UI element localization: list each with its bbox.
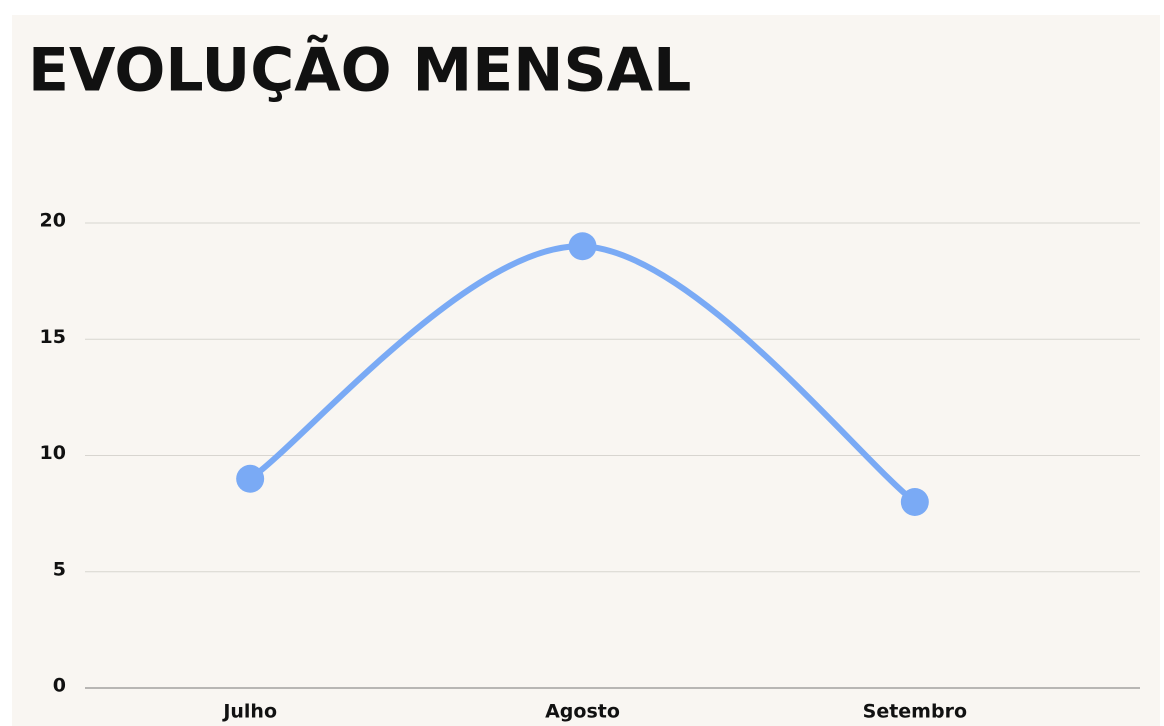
x-tick-label: Setembro [863,701,967,723]
y-tick-label: 10 [40,442,66,464]
chart-title: EVOLUÇÃO MENSAL [28,34,691,106]
point [568,232,597,261]
x-tick-label: Julho [221,701,277,723]
point [900,488,929,516]
y-tick-label: 20 [40,210,66,232]
panel [12,15,1160,726]
y-tick-label: 15 [40,326,66,348]
point [236,464,265,493]
x-tick-label: Agosto [545,701,620,723]
y-tick-label: 0 [53,675,66,697]
y-tick-label: 5 [53,558,66,580]
